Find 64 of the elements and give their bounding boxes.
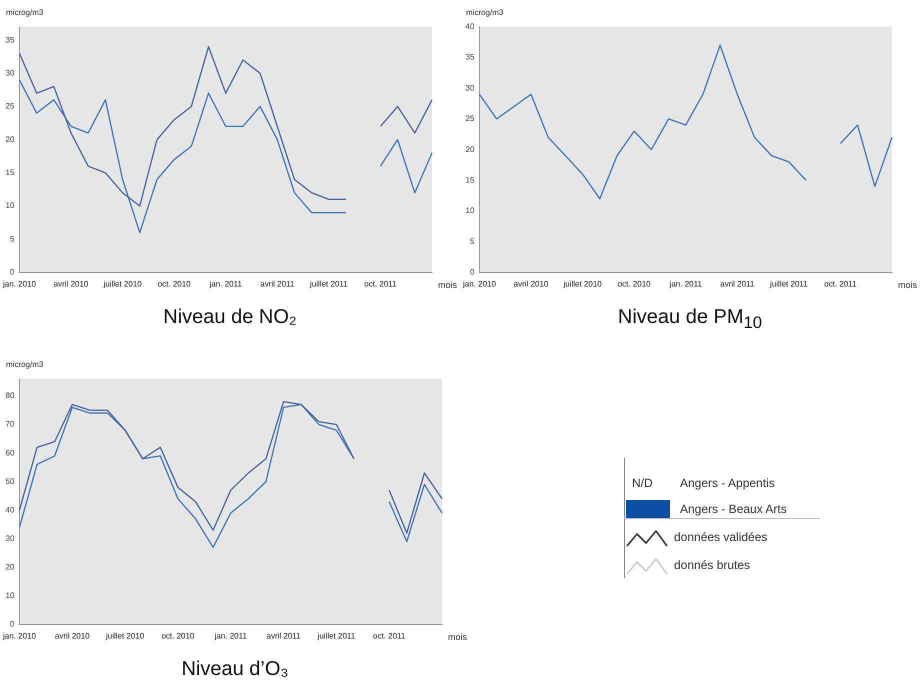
x-tick-label: avril 2010 xyxy=(54,279,89,288)
y-tick-label: 10 xyxy=(6,591,15,600)
x-tick-label: juillet 2010 xyxy=(102,279,142,288)
y-tick-label: 10 xyxy=(6,201,15,210)
y-tick-label: 15 xyxy=(6,168,15,178)
y-tick-label: 0 xyxy=(470,268,476,277)
y-tick-label: 25 xyxy=(466,114,475,124)
x-tick-label: avril 2011 xyxy=(260,279,295,288)
y-tick-label: 20 xyxy=(466,144,475,154)
text: Niveau d’O₃ xyxy=(180,658,290,681)
y-tick-label: 35 xyxy=(6,35,15,44)
y-tick-label: 40 xyxy=(6,505,15,514)
y-tick-label: 30 xyxy=(6,534,15,543)
text: donnés brutes xyxy=(674,558,750,572)
y-tick-label: 10 xyxy=(466,206,475,216)
text: Angers - Beaux Arts xyxy=(680,502,787,516)
x-tick-label: oct. 2011 xyxy=(824,279,858,288)
x-tick-label: juillet 2011 xyxy=(309,279,348,288)
y-tick-label: 30 xyxy=(466,83,475,92)
y-tick-label: 70 xyxy=(6,420,15,429)
y-tick-label: 80 xyxy=(6,391,15,400)
x-tick-label: avril 2011 xyxy=(720,279,755,288)
y-tick-label: 0 xyxy=(10,620,16,629)
y-tick-label: 35 xyxy=(466,52,475,62)
x-axis-title: mois xyxy=(438,280,458,290)
y-tick-label: 40 xyxy=(466,22,475,32)
x-axis-title: mois xyxy=(898,280,918,290)
y-tick-label: 60 xyxy=(6,448,15,458)
x-tick-label: avril 2010 xyxy=(514,279,549,288)
x-tick-label: avril 2010 xyxy=(54,631,90,640)
x-tick-label: oct. 2010 xyxy=(618,279,652,288)
x-tick-label: juillet 2011 xyxy=(316,631,356,640)
y-tick-label: 5 xyxy=(470,236,476,246)
y-tick-label: 20 xyxy=(6,134,15,144)
y-axis-title: microg/m3 xyxy=(466,8,504,17)
x-tick-label: juillet 2010 xyxy=(104,631,145,640)
text: Niveau de NO₂ xyxy=(162,306,298,329)
x-tick-label: jan. 2010 xyxy=(2,631,36,640)
x-tick-label: oct. 2011 xyxy=(364,279,398,288)
x-tick-label: jan. 2010 xyxy=(2,279,36,288)
x-tick-label: jan. 2010 xyxy=(462,279,496,288)
x-tick-label: jan. 2011 xyxy=(208,279,242,288)
y-tick-label: 15 xyxy=(466,176,475,185)
text: données validées xyxy=(674,530,768,544)
x-tick-label: juillet 2011 xyxy=(769,279,808,288)
y-axis-title: microg/m3 xyxy=(6,360,44,369)
y-tick-label: 5 xyxy=(10,234,16,244)
y-tick-label: 50 xyxy=(6,476,15,486)
x-tick-label: oct. 2010 xyxy=(161,631,195,640)
y-tick-label: 30 xyxy=(6,68,15,78)
x-tick-label: jan. 2011 xyxy=(214,631,248,640)
text: N/D xyxy=(632,476,653,490)
x-tick-label: jan. 2011 xyxy=(668,279,702,288)
x-tick-label: oct. 2011 xyxy=(373,631,406,640)
y-tick-label: 0 xyxy=(10,268,16,277)
x-tick-label: juillet 2010 xyxy=(562,279,602,288)
x-tick-label: oct. 2010 xyxy=(158,279,192,288)
y-axis-title: microg/m3 xyxy=(6,8,44,17)
text: Niveau de PM$_{10}$ xyxy=(616,306,764,333)
text: Angers - Appentis xyxy=(680,476,775,490)
y-tick-label: 20 xyxy=(6,562,15,572)
x-tick-label: avril 2011 xyxy=(266,631,302,640)
x-axis-title: mois xyxy=(448,632,468,642)
y-tick-label: 25 xyxy=(6,102,15,111)
